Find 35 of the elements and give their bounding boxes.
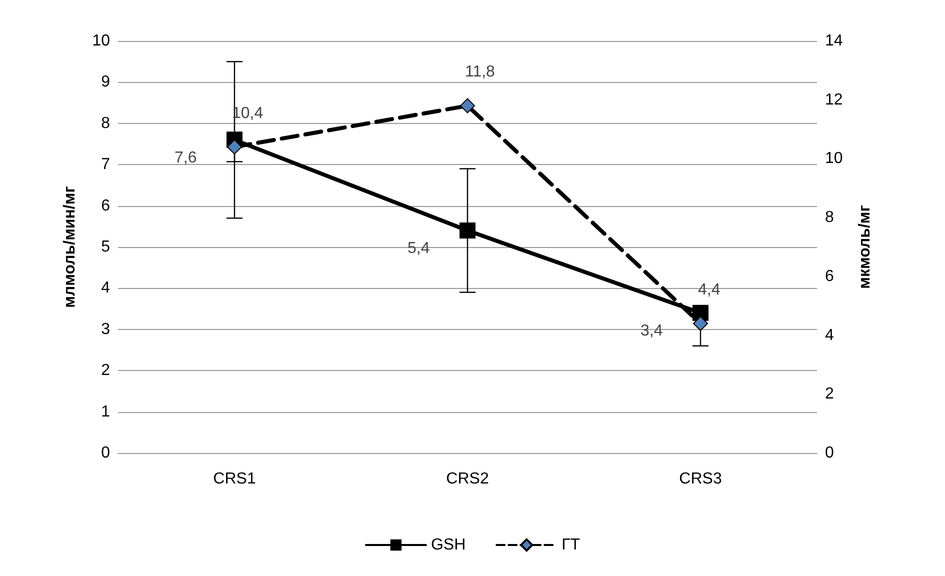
y-axis-title: млмоль/мин/мг xyxy=(62,186,78,308)
y2-axis-title: мкмоль/мг xyxy=(856,204,874,289)
y2-tick-label: 2 xyxy=(825,386,834,403)
data-label: 11,8 xyxy=(465,64,496,81)
y-tick-label: 8 xyxy=(101,114,110,132)
y-tick-label: 7 xyxy=(101,156,110,174)
data-label: 4,4 xyxy=(698,282,720,299)
y-tick-label: 4 xyxy=(101,280,110,297)
y-tick-label: 5 xyxy=(101,238,110,256)
point xyxy=(693,316,708,332)
y2-tick-label: 14 xyxy=(825,32,843,50)
x-tick-label: CRS1 xyxy=(213,470,256,488)
y-tick-label: 0 xyxy=(101,444,110,462)
y2-tick-label: 10 xyxy=(825,150,843,168)
point xyxy=(460,98,475,114)
y2-tick-label: 0 xyxy=(825,444,834,462)
y-tick-label: 2 xyxy=(101,362,110,380)
legend-label: ГТ xyxy=(562,536,580,554)
data-label: 7,6 xyxy=(174,149,197,166)
y-tick-label: 6 xyxy=(101,197,110,214)
point xyxy=(460,222,476,239)
y2-tick-label: 12 xyxy=(825,91,843,108)
data-label: 5,4 xyxy=(408,240,430,258)
y-tick-label: 9 xyxy=(101,74,110,91)
x-tick-label: CRS3 xyxy=(679,470,722,488)
x-tick-label: CRS2 xyxy=(446,470,489,488)
y2-tick-label: 8 xyxy=(825,209,834,226)
y2-tick-label: 4 xyxy=(825,326,834,344)
y2-tick-label: 6 xyxy=(825,268,834,285)
legend-label: GSH xyxy=(430,536,466,554)
y-tick-label: 1 xyxy=(101,403,110,420)
point xyxy=(227,139,242,154)
y-tick-label: 10 xyxy=(92,32,110,50)
y-tick-label: 3 xyxy=(101,320,110,338)
data-label: 3,4 xyxy=(640,322,663,340)
